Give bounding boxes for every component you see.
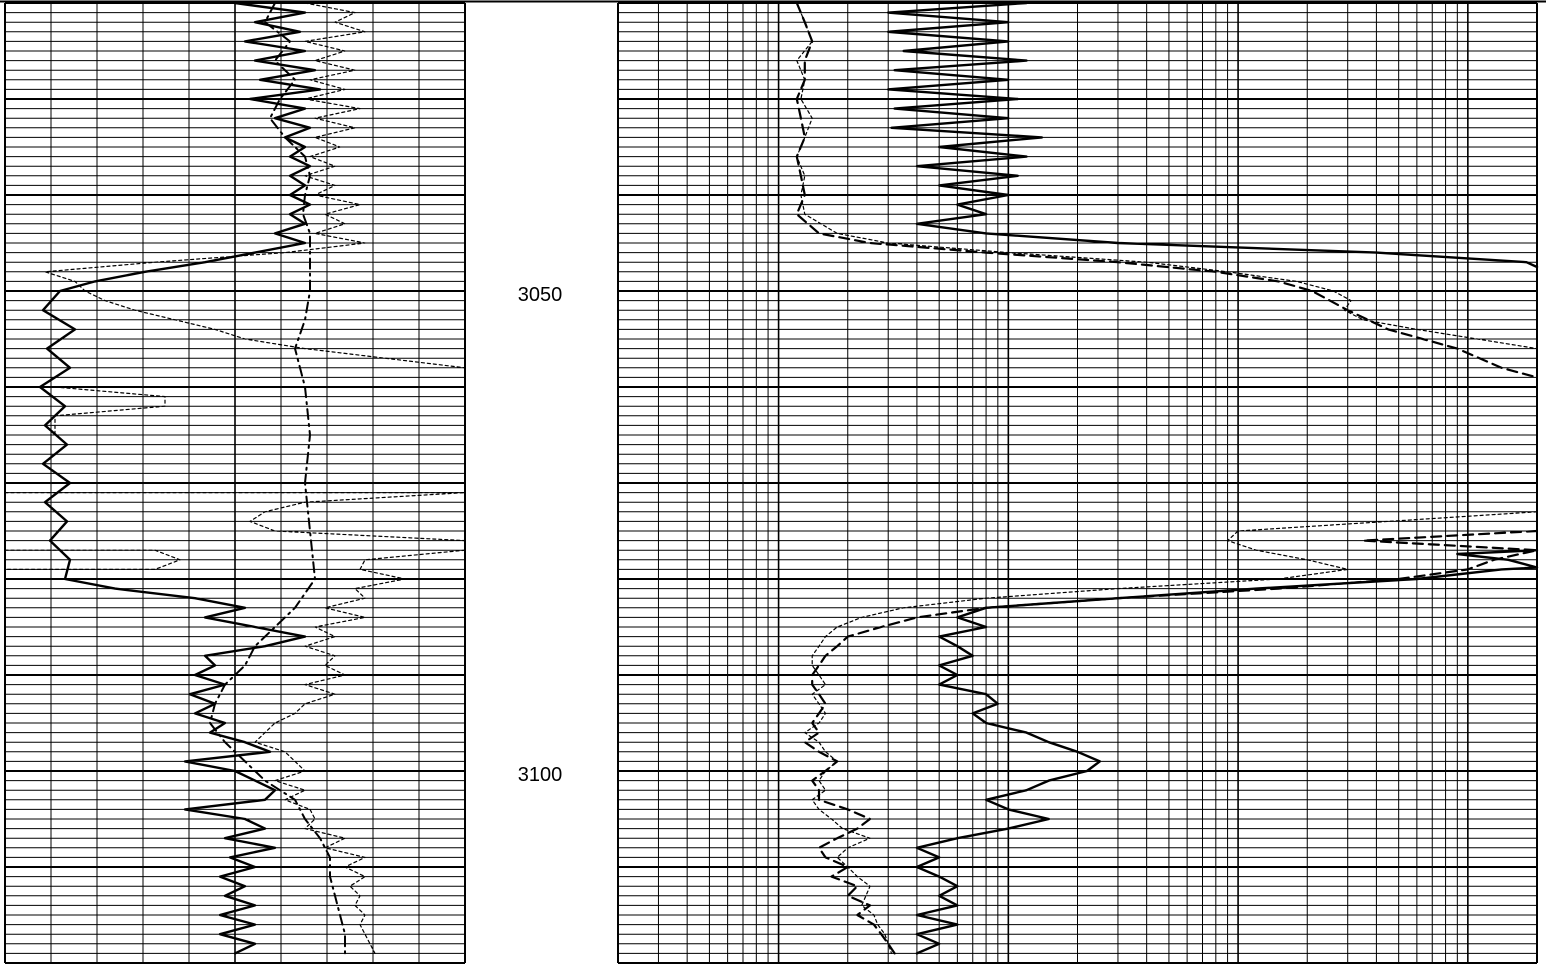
log-curve-dotted (54, 386, 166, 436)
log-curve-dashed (795, 1, 1539, 379)
log-curve-solid-thick (38, 1, 322, 955)
log-curve-dotted (44, 2, 466, 369)
log-curve-solid-thick (887, 1, 1539, 269)
depth-tick-label: 3100 (518, 764, 563, 786)
track-1-curves (4, 1, 466, 955)
log-curve-dotted (804, 511, 1538, 955)
track-2-curves (795, 1, 1539, 955)
track-2-grid (617, 2, 1538, 964)
log-curve-dotted (4, 549, 181, 571)
log-curve-dashed (803, 529, 1539, 955)
depth-tick-label: 3050 (518, 284, 563, 306)
depth-axis-labels: 3050 3100 (518, 284, 563, 786)
log-curve-dash-dot (209, 2, 346, 955)
log-curve-dotted (4, 492, 466, 542)
log-curve-dotted (796, 2, 1538, 350)
